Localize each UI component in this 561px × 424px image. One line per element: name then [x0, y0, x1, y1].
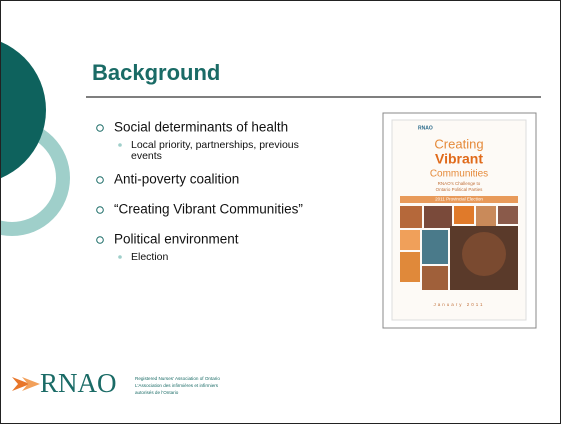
sub-bullet-marker: [118, 255, 122, 259]
cover-title: Creating: [434, 136, 483, 151]
cover-brand: RNAO: [418, 125, 433, 131]
footer-org: autorisés de l'Ontario: [135, 390, 179, 395]
slide-title: Background: [92, 60, 220, 85]
footer-org: Registered Nurses' Association of Ontari…: [135, 376, 220, 381]
cover-title: Vibrant: [435, 151, 483, 167]
cover-edition: 2011 Provincial Election: [435, 197, 483, 202]
sub-bullet-marker: [118, 143, 122, 147]
cover-date: January 2011: [434, 302, 485, 307]
slide: Background Social determinants of health…: [0, 0, 561, 424]
sub-bullet-text: Election: [131, 251, 169, 263]
bullet-text: Anti-poverty coalition: [114, 172, 239, 187]
footer-logo: RNAO: [40, 368, 117, 398]
page: Background Social determinants of health…: [0, 0, 561, 424]
sub-bullet-text: events: [131, 150, 162, 162]
footer-org: L'Association des infirmières et infirmi…: [135, 383, 219, 388]
bullet-text: Social determinants of health: [114, 120, 288, 135]
bullet-text: Political environment: [114, 232, 239, 247]
cover-photos: [400, 206, 518, 290]
bullet-text: “Creating Vibrant Communities”: [114, 202, 303, 217]
cover-subtitle: Ontario Political Parties: [436, 187, 484, 192]
cover-title: Communities: [430, 169, 488, 180]
cover-subtitle: RNAO's Challenge to: [438, 181, 481, 186]
